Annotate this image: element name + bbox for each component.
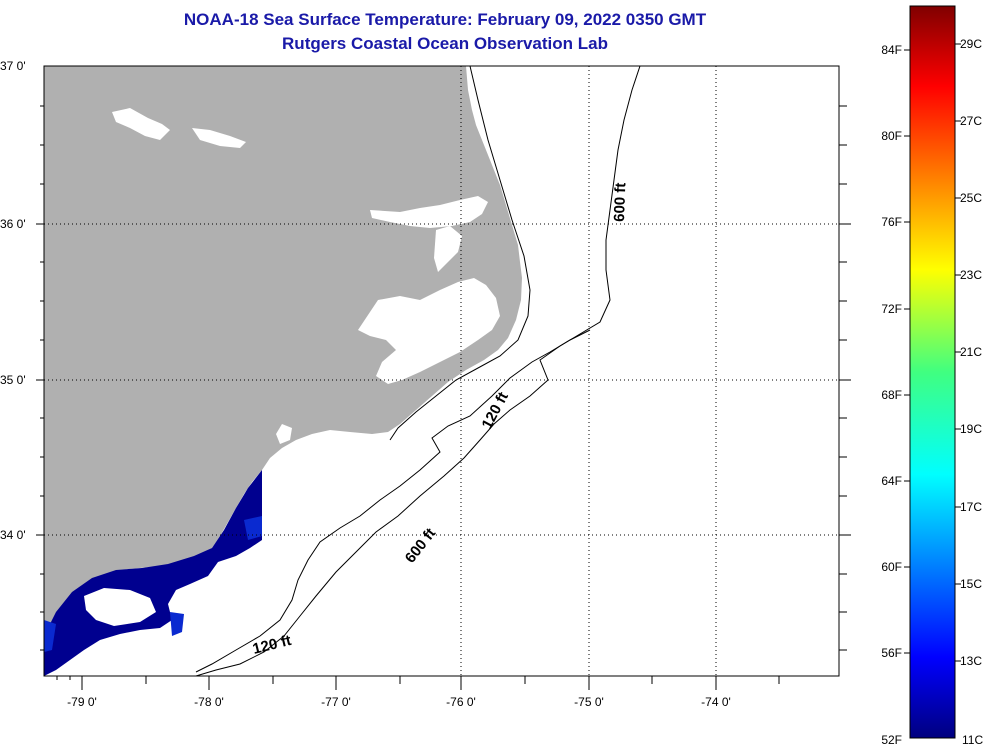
cbar-c-27: 27C (960, 114, 982, 128)
contour-600-north (195, 66, 641, 676)
cbar-f-84: 84F (881, 43, 902, 57)
lat-label-37: 37 0' (0, 59, 26, 73)
sst-data-hole (84, 588, 156, 626)
cbar-f-80: 80F (881, 129, 902, 143)
lon-label-75: -75 0' (574, 695, 604, 709)
map-frame (43, 65, 840, 677)
contour-label-600-north: 600 ft (611, 182, 629, 222)
cbar-c-19: 19C (960, 422, 982, 436)
lake-3 (434, 226, 462, 272)
contour-120 (195, 329, 591, 673)
sst-data-cold (44, 470, 262, 676)
land-mass (44, 66, 522, 646)
cbar-f-52: 52F (881, 733, 902, 747)
cbar-f-64: 64F (881, 474, 902, 488)
lat-label-34: 34 0' (0, 528, 26, 542)
cbar-c-11: 11C (962, 733, 983, 747)
cbar-c-13: 13C (960, 654, 982, 668)
barrier-islands (389, 66, 531, 441)
cbar-c-25: 25C (960, 191, 982, 205)
cbar-f-56: 56F (881, 646, 902, 660)
albemarle-sound (370, 196, 488, 228)
colorbar (909, 5, 956, 739)
cbar-f-72: 72F (881, 302, 902, 316)
cbar-c-29: 29C (960, 37, 982, 51)
title-line-2: Rutgers Coastal Ocean Observation Lab (282, 34, 608, 53)
map-content: 600 ft 120 ft 600 ft 120 ft (44, 66, 839, 676)
cbar-c-17: 17C (960, 500, 982, 514)
cbar-f-68: 68F (881, 388, 902, 402)
lon-label-79: -79 0' (67, 695, 97, 709)
lat-label-35: 35 0' (0, 373, 26, 387)
lon-label-74: -74 0' (701, 695, 731, 709)
lake-2 (192, 128, 246, 148)
map-ticks (36, 105, 851, 690)
lake-1 (112, 108, 170, 140)
lake-4 (276, 424, 292, 444)
lat-label-36: 36 0' (0, 217, 26, 231)
colorbar-ticks (904, 43, 961, 662)
cbar-c-21: 21C (960, 345, 982, 359)
graticule (44, 66, 839, 676)
lon-label-78: -78 0' (194, 695, 224, 709)
pamlico-sound (358, 278, 500, 384)
cbar-c-23: 23C (960, 268, 982, 282)
cbar-c-15: 15C (960, 577, 982, 591)
lon-label-77: -77 0' (321, 695, 351, 709)
lon-label-76: -76 0' (446, 695, 476, 709)
title-line-1: NOAA-18 Sea Surface Temperature: Februar… (183, 10, 707, 29)
cbar-f-76: 76F (881, 215, 902, 229)
cbar-f-60: 60F (881, 560, 902, 574)
